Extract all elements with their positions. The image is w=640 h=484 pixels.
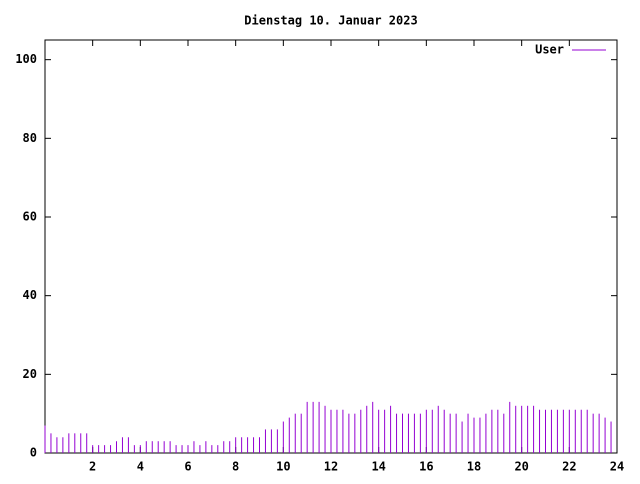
x-tick-label: 18: [467, 460, 481, 474]
y-tick-label: 80: [23, 131, 37, 145]
plot-border: [44, 39, 618, 454]
x-tick-label: 20: [514, 460, 528, 474]
y-tick-label: 60: [23, 210, 37, 224]
y-tick-label: 20: [23, 367, 37, 381]
y-tick-label: 40: [23, 288, 37, 302]
x-tick-label: 2: [89, 460, 96, 474]
y-tick-label: 0: [30, 446, 37, 460]
x-tick-label: 22: [562, 460, 576, 474]
chart-title: Dienstag 10. Januar 2023: [244, 14, 417, 28]
x-tick-label: 6: [184, 460, 191, 474]
x-tick-label: 14: [371, 460, 385, 474]
x-tick-label: 12: [324, 460, 338, 474]
legend-label: User: [535, 43, 564, 57]
x-tick-label: 24: [610, 460, 624, 474]
x-tick-label: 16: [419, 460, 433, 474]
x-tick-label: 10: [276, 460, 290, 474]
y-tick-label: 100: [15, 52, 37, 66]
x-tick-label: 4: [137, 460, 144, 474]
x-tick-label: 8: [232, 460, 239, 474]
